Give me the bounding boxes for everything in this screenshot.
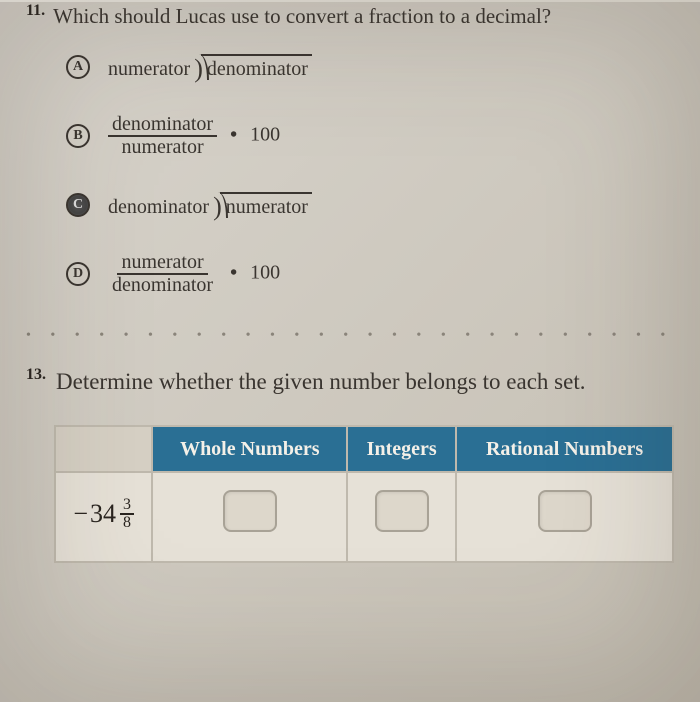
choice-C-divisor: denominator — [108, 196, 209, 219]
q11-number: 11. — [26, 2, 45, 30]
table-header-blank — [55, 426, 152, 472]
choice-D-times: 100 — [250, 262, 280, 284]
choice-B-den: numerator — [117, 137, 207, 158]
choice-C-expression: denominator ) numerator — [108, 190, 312, 220]
multiply-dot-icon: • — [230, 262, 237, 284]
question-13: 13. Determine whether the given number b… — [26, 366, 674, 562]
set-table: Whole Numbers Integers Rational Numbers … — [54, 425, 674, 563]
checkbox-whole[interactable] — [223, 490, 277, 532]
table-header-row: Whole Numbers Integers Rational Numbers — [55, 426, 673, 472]
section-divider: • • • • • • • • • • • • • • • • • • • • … — [26, 328, 674, 344]
row-fraction: 3 8 — [120, 497, 134, 531]
choice-C[interactable]: C denominator ) numerator — [66, 190, 674, 220]
col-integers: Integers — [347, 426, 456, 472]
q11-choices: A numerator ) denominator B denominator … — [66, 52, 674, 296]
choice-C-dividend: numerator — [220, 192, 312, 219]
choice-D-expression: numerator denominator • 100 — [108, 252, 280, 296]
table-row: − 34 3 8 — [55, 472, 673, 562]
multiply-dot-icon: • — [230, 124, 237, 146]
choice-D-num: numerator — [117, 252, 207, 275]
choice-D-fraction: numerator denominator — [108, 252, 217, 296]
cell-integers — [347, 472, 456, 562]
choice-A[interactable]: A numerator ) denominator — [66, 52, 674, 82]
choice-D-bubble: D — [66, 262, 90, 286]
row-frac-num: 3 — [120, 497, 134, 515]
choice-C-bubble: C — [66, 193, 90, 217]
choice-B-expression: denominator numerator • 100 — [108, 114, 280, 158]
choice-B-bubble: B — [66, 124, 90, 148]
q13-stem: 13. Determine whether the given number b… — [26, 366, 674, 398]
row-frac-den: 8 — [120, 515, 134, 531]
row-sign: − — [73, 499, 88, 529]
choice-D[interactable]: D numerator denominator • 100 — [66, 252, 674, 296]
choice-A-bubble: A — [66, 55, 90, 79]
row-whole: 34 — [90, 499, 116, 529]
row-number: − 34 3 8 — [73, 497, 134, 531]
q11-stem: 11. Which should Lucas use to convert a … — [26, 2, 674, 30]
col-whole: Whole Numbers — [152, 426, 347, 472]
checkbox-rational[interactable] — [538, 490, 592, 532]
cell-rational — [456, 472, 673, 562]
choice-D-den: denominator — [108, 275, 217, 296]
cell-whole — [152, 472, 347, 562]
choice-A-divisor: numerator — [108, 58, 190, 81]
choice-B-fraction: denominator numerator — [108, 114, 217, 158]
q13-text: Determine whether the given number belon… — [56, 366, 674, 398]
col-rational: Rational Numbers — [456, 426, 673, 472]
q13-number: 13. — [26, 366, 46, 398]
checkbox-integers[interactable] — [375, 490, 429, 532]
q11-text: Which should Lucas use to convert a frac… — [53, 2, 674, 30]
choice-B[interactable]: B denominator numerator • 100 — [66, 114, 674, 158]
choice-A-dividend: denominator — [201, 54, 312, 81]
choice-A-expression: numerator ) denominator — [108, 52, 312, 82]
row-label-cell: − 34 3 8 — [55, 472, 152, 562]
choice-B-times: 100 — [250, 124, 280, 146]
choice-B-num: denominator — [108, 114, 217, 137]
question-11: 11. Which should Lucas use to convert a … — [26, 2, 674, 296]
